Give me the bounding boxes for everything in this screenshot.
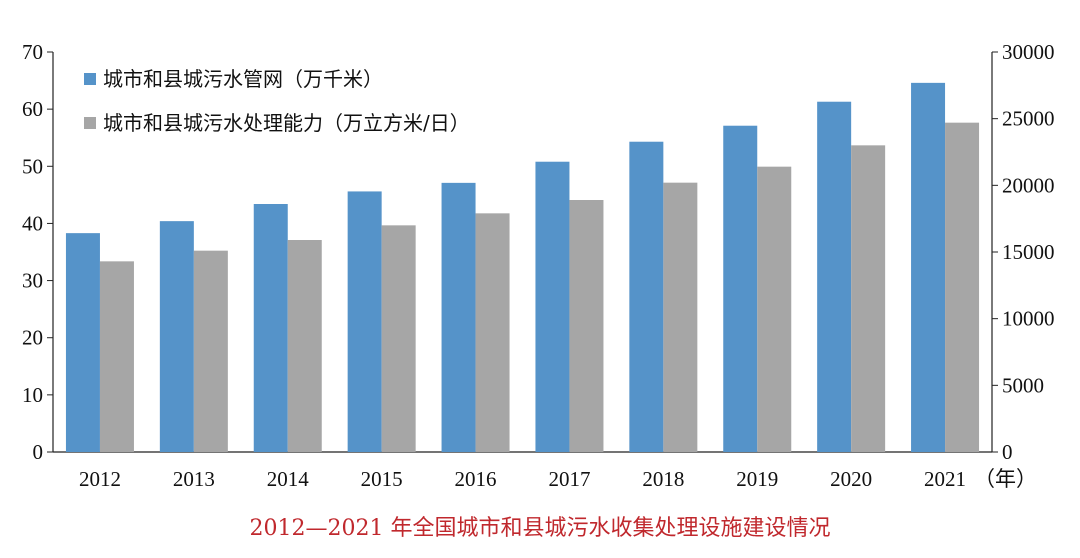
left-tick-label: 60 — [22, 97, 43, 121]
bars — [65, 82, 980, 453]
bar-series2-2014 — [287, 240, 322, 452]
bar-series1-2017 — [535, 161, 570, 452]
right-tick-label: 30000 — [1002, 40, 1055, 64]
x-tick-label: 2016 — [455, 467, 497, 491]
right-tick-label: 25000 — [1002, 107, 1055, 131]
bar-series2-2013 — [193, 250, 228, 452]
x-tick-label: 2013 — [173, 467, 215, 491]
x-tick-label: 2015 — [361, 467, 403, 491]
bar-series1-2014 — [253, 204, 288, 452]
bar-series1-2016 — [441, 182, 476, 452]
bar-series1-2019 — [723, 125, 758, 452]
x-tick-label: 2021 — [924, 467, 966, 491]
left-tick-label: 0 — [33, 440, 44, 464]
legend-swatch-series1 — [84, 73, 96, 85]
x-tick-label: 2019 — [736, 467, 778, 491]
bar-series2-2020 — [851, 145, 886, 453]
x-tick-label: 2014 — [267, 467, 310, 491]
left-tick-label: 30 — [22, 269, 43, 293]
tick-labels: 0 10 20 30 40 50 60 70 0 5000 10000 15000 20000 25000… — [22, 40, 1055, 491]
chart: 0 10 20 30 40 50 60 70 0 5000 10000 15000 20000 25000… — [22, 40, 1055, 491]
x-tick-label: 2018 — [642, 467, 684, 491]
bar-series2-2012 — [99, 261, 134, 452]
bar-series1-2021 — [911, 82, 946, 452]
bar-series2-2019 — [757, 166, 792, 452]
bar-series2-2021 — [945, 122, 980, 453]
bar-series1-2013 — [159, 221, 194, 452]
x-axis-unit: （年） — [974, 467, 1037, 491]
right-tick-label: 0 — [1002, 440, 1013, 464]
bar-series2-2016 — [475, 213, 510, 452]
left-tick-label: 20 — [22, 326, 43, 350]
right-tick-label: 15000 — [1002, 240, 1055, 264]
bar-series2-2018 — [663, 182, 698, 452]
bar-series1-2020 — [817, 101, 852, 452]
bar-series2-2017 — [569, 200, 604, 452]
legend-swatch-series2 — [84, 117, 96, 129]
left-tick-label: 10 — [22, 383, 43, 407]
legend-label-series2: 城市和县城污水处理能力（万立方米/日） — [103, 111, 470, 135]
bar-series2-2015 — [381, 225, 416, 452]
left-tick-label: 50 — [22, 154, 43, 178]
left-tick-label: 40 — [22, 211, 43, 235]
legend-label-series1: 城市和县城污水管网（万千米） — [103, 67, 383, 91]
bar-series1-2018 — [629, 141, 664, 452]
left-tick-label: 70 — [22, 40, 43, 64]
x-tick-label: 2017 — [548, 467, 590, 491]
x-tick-label: 2012 — [79, 467, 121, 491]
x-tick-label: 2020 — [830, 467, 872, 491]
legend: 城市和县城污水管网（万千米） 城市和县城污水处理能力（万立方米/日） — [84, 67, 470, 135]
bar-series1-2015 — [347, 191, 382, 452]
right-tick-label: 10000 — [1002, 307, 1055, 331]
right-tick-label: 5000 — [1002, 373, 1044, 397]
right-tick-label: 20000 — [1002, 173, 1055, 197]
chart-caption: 2012—2021 年全国城市和县城污水收集处理设施建设情况 — [249, 516, 831, 541]
bar-series1-2012 — [65, 233, 100, 452]
